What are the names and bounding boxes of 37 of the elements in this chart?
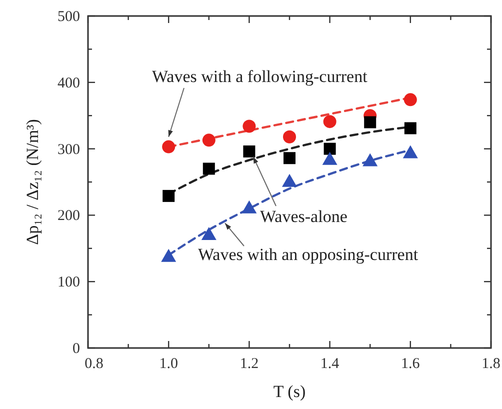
point — [242, 200, 257, 214]
x-tick-label: 1.2 — [240, 356, 259, 372]
point — [324, 142, 336, 155]
point — [362, 153, 378, 166]
point — [202, 162, 215, 175]
y-axis-title: Δp₁₂ / Δz₁₂ (N/m³) — [23, 119, 42, 245]
point — [162, 190, 175, 202]
x-tick-label: 1.8 — [482, 356, 500, 372]
point — [242, 120, 256, 133]
point — [162, 140, 176, 154]
y-tick-label: 500 — [58, 9, 80, 25]
x-tick-label: 0.8 — [84, 356, 104, 372]
y-tick-label: 0 — [72, 341, 80, 357]
point — [282, 174, 297, 187]
y-tick-label: 200 — [58, 208, 80, 224]
point — [201, 226, 216, 240]
point — [202, 134, 216, 147]
point — [364, 116, 376, 128]
y-tick-label: 300 — [58, 142, 80, 158]
y-tick-label: 400 — [58, 75, 80, 92]
point — [243, 145, 256, 158]
point — [322, 152, 338, 165]
annotation: Waves-alone — [260, 207, 348, 226]
point — [284, 152, 296, 164]
x-tick-label: 1.6 — [401, 356, 420, 372]
point — [404, 93, 417, 106]
point — [402, 145, 418, 158]
annotation: Waves with a following-current — [152, 67, 368, 86]
x-tick-label: 1.4 — [320, 356, 340, 372]
annotation: Waves with an opposing-current — [198, 245, 418, 264]
y-tick-label: 100 — [58, 274, 80, 291]
point — [404, 122, 416, 134]
x-axis-title: T (s) — [273, 382, 306, 401]
point — [323, 115, 336, 128]
text: 1.0 — [159, 356, 178, 372]
point — [283, 130, 296, 144]
point — [161, 248, 176, 262]
